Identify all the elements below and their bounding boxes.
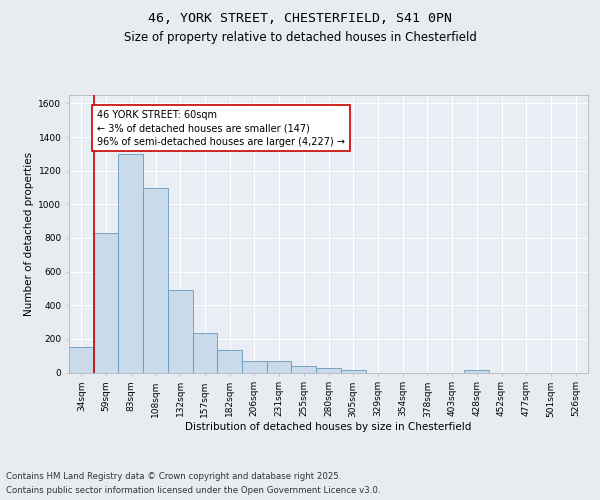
Text: Contains public sector information licensed under the Open Government Licence v3: Contains public sector information licen… (6, 486, 380, 495)
Text: 46 YORK STREET: 60sqm
← 3% of detached houses are smaller (147)
96% of semi-deta: 46 YORK STREET: 60sqm ← 3% of detached h… (97, 110, 344, 146)
Bar (341, 370, 365, 372)
Text: Contains HM Land Registry data © Crown copyright and database right 2025.: Contains HM Land Registry data © Crown c… (6, 472, 341, 481)
Text: 46, YORK STREET, CHESTERFIELD, S41 0PN: 46, YORK STREET, CHESTERFIELD, S41 0PN (148, 12, 452, 26)
Bar (464, 370, 489, 372)
Text: Size of property relative to detached houses in Chesterfield: Size of property relative to detached ho… (124, 31, 476, 44)
Bar (267, 360, 292, 372)
Bar (217, 350, 242, 372)
Bar (242, 360, 267, 372)
Bar (292, 366, 316, 372)
Bar (193, 333, 217, 372)
X-axis label: Distribution of detached houses by size in Chesterfield: Distribution of detached houses by size … (185, 422, 472, 432)
Y-axis label: Number of detached properties: Number of detached properties (24, 152, 34, 316)
Bar (143, 188, 168, 372)
Bar (94, 233, 118, 372)
Bar (69, 348, 94, 372)
Bar (118, 154, 143, 372)
Bar (316, 368, 341, 372)
Bar (168, 290, 193, 372)
